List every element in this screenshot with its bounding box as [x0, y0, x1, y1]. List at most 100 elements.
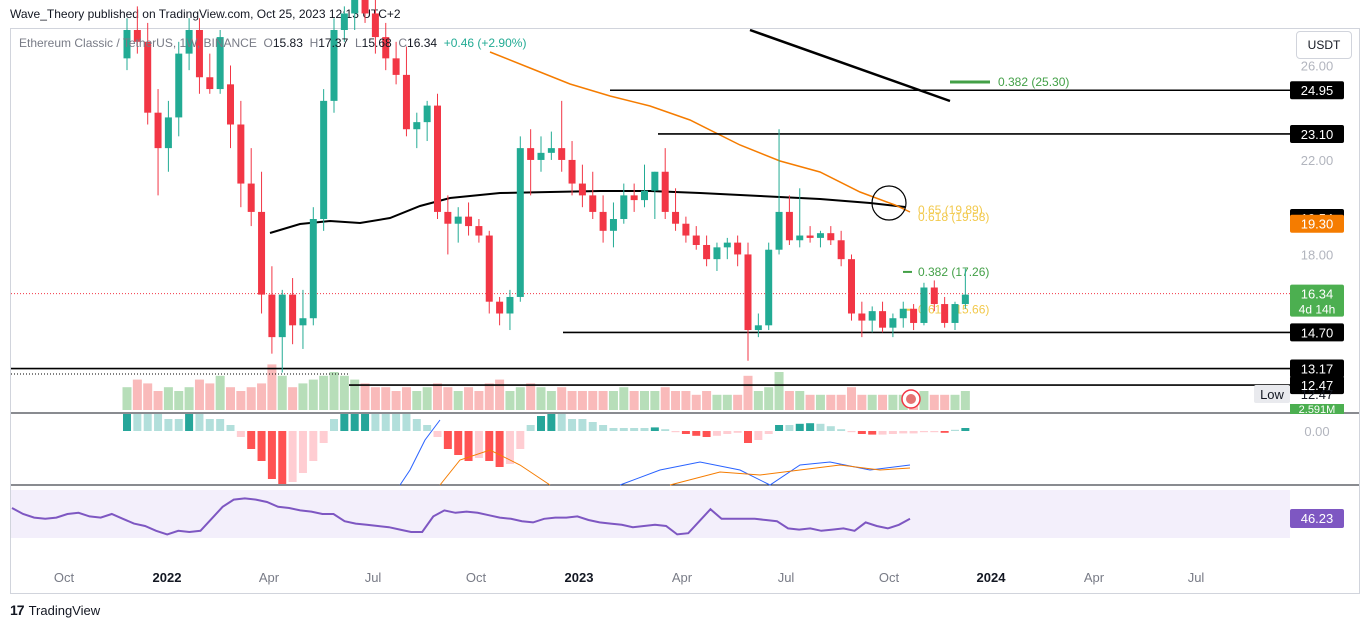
volume-bar	[184, 387, 194, 410]
volume-bar	[691, 394, 701, 410]
time-tick-label: 2023	[565, 570, 594, 585]
candle-body	[258, 211, 266, 295]
volume-bar	[671, 391, 681, 410]
macd-hist-bar	[330, 419, 338, 431]
candle-body	[392, 58, 400, 75]
candle-body	[547, 148, 555, 153]
candle-body	[609, 219, 617, 231]
volume-bar	[681, 391, 691, 410]
candle-body	[361, 0, 369, 14]
level-tag	[1290, 323, 1344, 342]
candle-body	[558, 148, 566, 160]
volume-bar	[743, 375, 753, 410]
price-tag-label: 16.34	[1301, 287, 1334, 302]
macd-hist-bar	[868, 431, 877, 435]
candle-body	[371, 13, 379, 38]
macd-hist-bar	[723, 431, 732, 434]
macd-hist-bar	[578, 419, 587, 431]
macd-hist-bar	[847, 431, 856, 433]
level-tag-label: 14.70	[1301, 325, 1334, 340]
macd-hist-bar	[288, 431, 297, 482]
candle-body	[827, 233, 835, 241]
candle-body	[185, 30, 193, 54]
candle-body	[164, 117, 172, 149]
macd-hist-bar	[547, 414, 556, 431]
candle-body	[951, 304, 959, 323]
candle-body	[237, 124, 245, 184]
candle-body	[206, 77, 214, 90]
candle-body	[444, 211, 452, 224]
macd-hist-bar	[764, 431, 773, 434]
macd-hist-bar	[278, 431, 287, 484]
volume-bar	[960, 391, 970, 410]
candle-body	[920, 287, 928, 323]
time-tick-label: Oct	[466, 570, 487, 585]
price-tag	[1290, 284, 1344, 317]
volume-bar	[484, 383, 494, 410]
macd-hist-bar	[381, 414, 390, 431]
volume-bar	[847, 387, 856, 410]
time-tick-label: Jul	[778, 570, 795, 585]
price-axis: 24.9523.1014.7013.1712.4726.0022.0018.00…	[1254, 58, 1344, 528]
candle-body	[930, 287, 938, 305]
candle-body	[123, 30, 131, 59]
volume-bar	[557, 387, 567, 410]
level-tag-label: 24.95	[1301, 83, 1334, 98]
candle-body	[330, 30, 338, 101]
volume-bar	[391, 391, 401, 410]
macd-hist-bar	[412, 419, 421, 431]
macd-hist-bar	[464, 431, 473, 461]
volume-bar	[660, 387, 670, 410]
macd-hist-bar	[133, 414, 142, 431]
volume-bar	[360, 383, 370, 410]
macd-hist-bar	[671, 431, 680, 433]
volume-tag-label: 2.591M	[1299, 404, 1336, 416]
candle-body	[837, 240, 845, 260]
volume-bar	[640, 391, 649, 410]
macd-hist-bar	[940, 431, 949, 433]
volume-bar	[215, 375, 225, 410]
macd-hist-bar	[650, 427, 659, 431]
volume-bar	[577, 391, 587, 410]
candle-body	[796, 235, 804, 241]
macd-hist-bar	[661, 429, 670, 431]
candle-body	[620, 195, 628, 219]
macd-hist-bar	[733, 431, 742, 433]
low-value: 15.68	[361, 36, 392, 50]
macd-hist-bar	[123, 414, 131, 431]
macd-hist-bar	[951, 429, 959, 431]
macd-hist-bar	[423, 425, 432, 431]
macd-hist-bar	[361, 414, 370, 431]
macd-hist-bar	[795, 423, 804, 431]
high-value: 17.37	[318, 36, 349, 50]
signal-line	[669, 464, 911, 486]
candle-body	[278, 294, 286, 338]
macd-hist-bar	[226, 425, 235, 431]
macd-hist-bar	[930, 431, 939, 433]
downtrend-line	[749, 28, 951, 103]
publish-caption: Wave_Theory published on TradingView.com…	[10, 7, 401, 21]
macd-hist-bar	[878, 431, 887, 435]
macd-hist-bar	[298, 431, 307, 473]
currency-button[interactable]: USDT	[1296, 31, 1352, 59]
macd-hist-bar	[443, 431, 452, 449]
time-axis: Oct 2022 Apr Jul Oct 2023 Apr Jul Oct 2024 Apr Jul	[54, 570, 1205, 585]
fib-label: 0.382 (25.30)	[998, 75, 1069, 89]
rsi-tag	[1290, 509, 1344, 528]
fib-label: 0.382 (17.26)	[918, 265, 989, 279]
candle-body	[434, 105, 441, 212]
volume-bar	[867, 394, 877, 410]
tradingview-logo[interactable]: 17 TradingView	[10, 602, 101, 618]
volume-bar	[950, 394, 960, 410]
candle-body	[454, 216, 462, 224]
volume-bar	[764, 387, 774, 410]
volume-bar	[443, 387, 453, 410]
candle-body	[485, 235, 493, 302]
candle-body	[216, 37, 224, 90]
volume-bar	[153, 391, 163, 410]
macd-hist-bar	[744, 431, 752, 443]
macd-hist-bar	[516, 431, 525, 449]
candle-body	[879, 311, 887, 328]
volume-bar	[815, 394, 825, 410]
